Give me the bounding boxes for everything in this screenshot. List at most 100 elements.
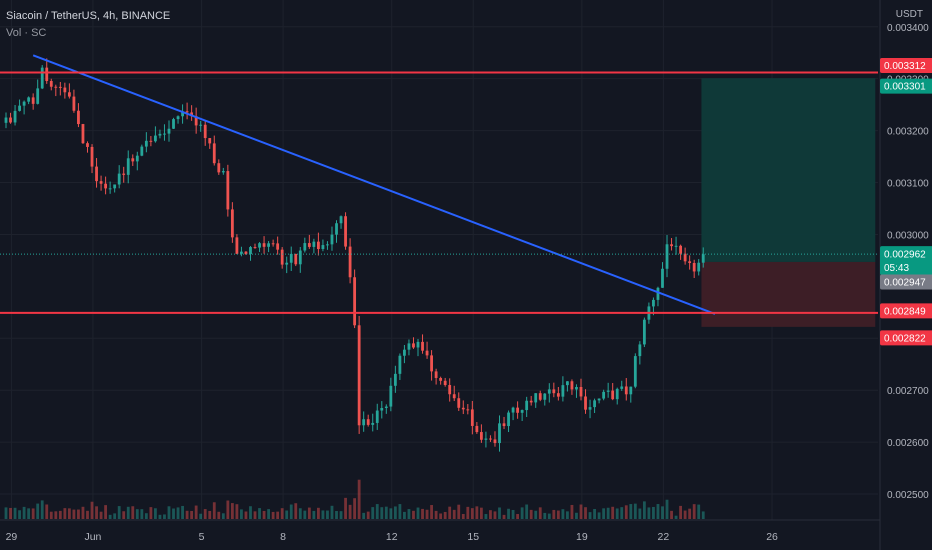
candle bbox=[439, 376, 443, 385]
volume-bar bbox=[443, 511, 447, 519]
x-tick-label: 12 bbox=[386, 531, 398, 543]
candle bbox=[479, 424, 483, 443]
volume-bar bbox=[72, 509, 76, 519]
candle bbox=[81, 123, 85, 144]
volume-bar bbox=[357, 479, 361, 519]
candle bbox=[280, 247, 284, 269]
volume-bar bbox=[36, 503, 40, 519]
profit-zone[interactable] bbox=[701, 78, 876, 262]
volume-bar bbox=[620, 507, 624, 519]
candle bbox=[516, 401, 520, 419]
volume-bar bbox=[140, 509, 144, 519]
volume-indicator-label[interactable]: Vol · SC bbox=[6, 27, 47, 39]
volume-bar bbox=[461, 513, 465, 519]
drawings[interactable] bbox=[0, 54, 878, 315]
candle bbox=[534, 393, 538, 408]
candle bbox=[190, 105, 194, 121]
volume-bar bbox=[661, 506, 664, 519]
candle bbox=[375, 403, 379, 430]
candle bbox=[593, 398, 596, 414]
volume-bar bbox=[298, 508, 302, 519]
candle bbox=[425, 341, 429, 359]
candle bbox=[108, 181, 112, 194]
volume-bar bbox=[588, 512, 592, 519]
candle bbox=[163, 124, 166, 141]
x-tick-label: 19 bbox=[576, 531, 588, 543]
volume-bar bbox=[154, 508, 157, 519]
candle bbox=[507, 410, 510, 433]
volume-bar bbox=[122, 511, 126, 519]
volume-bar bbox=[529, 509, 533, 519]
volume-bar bbox=[470, 508, 474, 519]
volume-bar bbox=[280, 508, 284, 519]
loss-zone[interactable] bbox=[701, 261, 876, 327]
candle bbox=[466, 404, 470, 415]
volume-bar bbox=[172, 508, 175, 519]
volume-bar bbox=[77, 509, 80, 519]
volume-bar bbox=[113, 513, 117, 519]
volume-bar bbox=[67, 508, 71, 519]
volume-bar bbox=[271, 511, 275, 519]
volume-bar bbox=[253, 511, 257, 519]
time-axis[interactable]: 29 Jun 5 8 12 15 19 22 26 bbox=[0, 519, 880, 543]
volume-bar bbox=[656, 504, 660, 519]
volume-bar bbox=[525, 504, 529, 519]
candle bbox=[606, 382, 610, 398]
candle bbox=[597, 398, 601, 404]
volume-bar bbox=[502, 514, 506, 519]
volume-bar bbox=[45, 504, 49, 519]
volume-bar bbox=[384, 506, 388, 519]
volume-bar bbox=[457, 504, 461, 519]
volume-bar bbox=[416, 507, 420, 519]
candle bbox=[629, 386, 633, 403]
volume-bar bbox=[163, 514, 166, 519]
candle bbox=[294, 253, 298, 267]
volume-bar bbox=[22, 506, 26, 519]
candle bbox=[77, 103, 80, 128]
candle bbox=[330, 226, 334, 251]
candle bbox=[276, 236, 280, 255]
volume-bar bbox=[412, 510, 415, 519]
candles bbox=[4, 58, 705, 452]
volume-bar bbox=[597, 512, 601, 519]
candle bbox=[316, 232, 320, 256]
candle bbox=[104, 176, 108, 195]
volume-bar bbox=[507, 508, 510, 519]
volume-bar bbox=[652, 506, 655, 519]
symbol-title[interactable]: Siacoin / TetherUS, 4h, BINANCE bbox=[6, 10, 171, 22]
volume-bar bbox=[353, 498, 357, 519]
volume-bar bbox=[31, 508, 35, 519]
trendline[interactable] bbox=[32, 54, 716, 315]
candle bbox=[403, 344, 406, 364]
volume-bar bbox=[240, 509, 243, 519]
volume-bar bbox=[58, 510, 62, 519]
volume-bar bbox=[430, 505, 433, 519]
volume-bar bbox=[285, 510, 289, 519]
candle bbox=[498, 415, 501, 452]
volume-bar bbox=[126, 506, 130, 519]
support-price-label: 0.002849 bbox=[880, 303, 932, 319]
axis-unit: USDT bbox=[895, 9, 923, 20]
volume-bar bbox=[389, 508, 393, 519]
volume-bar bbox=[212, 502, 216, 519]
volume-bar bbox=[362, 512, 366, 519]
candle bbox=[86, 141, 89, 153]
candle bbox=[661, 262, 664, 288]
volume-bar bbox=[683, 510, 687, 519]
candle bbox=[158, 129, 162, 139]
candle bbox=[434, 368, 438, 385]
candle bbox=[303, 237, 307, 253]
volume-bar bbox=[230, 503, 234, 519]
candle bbox=[321, 239, 325, 252]
volume-bar bbox=[63, 508, 67, 519]
volume-bar bbox=[289, 504, 293, 519]
volume-bar bbox=[181, 505, 184, 519]
volume-bar bbox=[81, 506, 85, 519]
candle bbox=[49, 78, 53, 91]
volume-bar bbox=[86, 510, 89, 519]
volume-bar bbox=[538, 507, 542, 519]
stop-price-label: 0.002822 bbox=[880, 330, 932, 346]
volume-bar bbox=[552, 509, 556, 519]
y-tick-label: 0.003100 bbox=[887, 179, 929, 190]
